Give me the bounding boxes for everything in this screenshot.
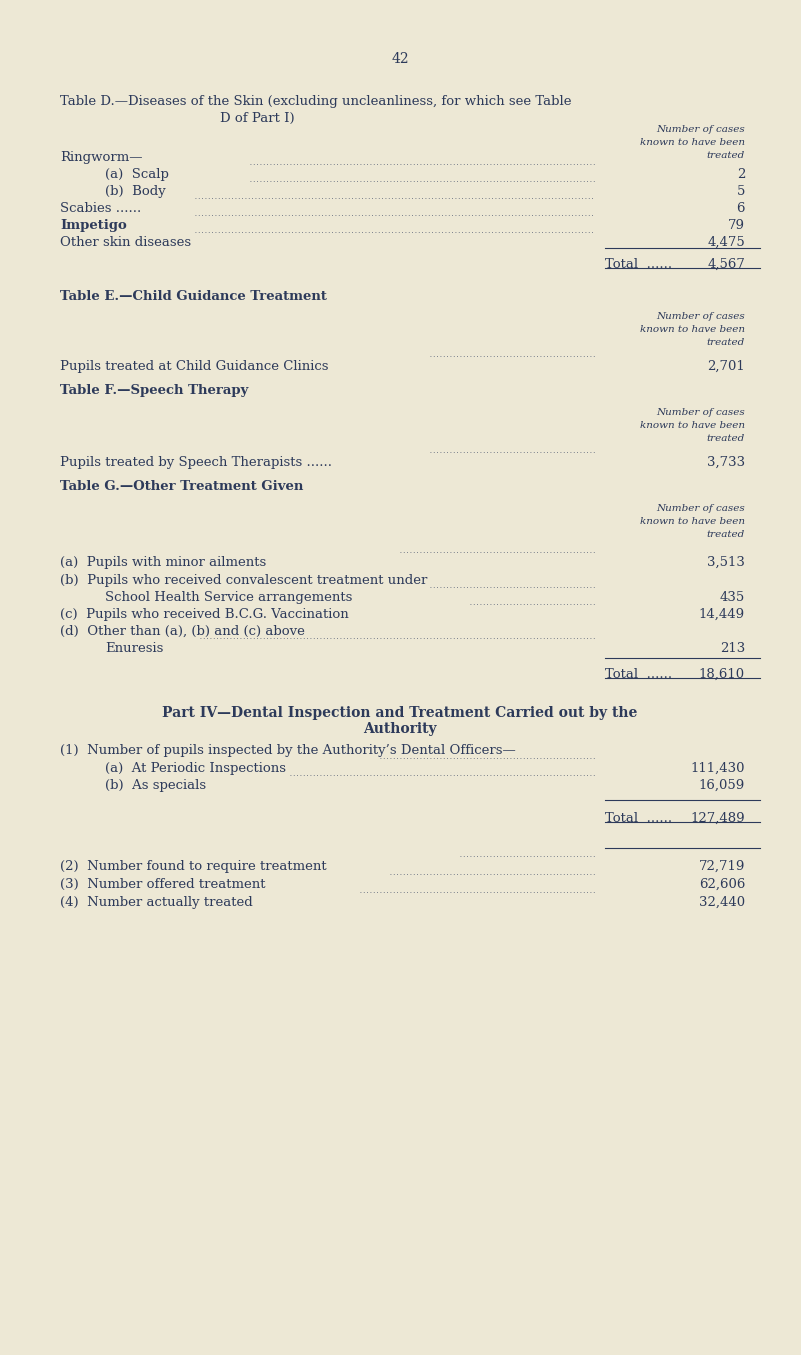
Text: (a)  Pupils with minor ailments: (a) Pupils with minor ailments (60, 556, 266, 569)
Text: known to have been: known to have been (640, 421, 745, 430)
Text: Impetigo: Impetigo (60, 220, 127, 232)
Text: Pupils treated by Speech Therapists ......: Pupils treated by Speech Therapists ....… (60, 457, 332, 469)
Text: (b)  Body: (b) Body (105, 186, 166, 198)
Text: 2: 2 (737, 168, 745, 182)
Text: Total  ......: Total ...... (605, 257, 672, 271)
Text: Enuresis: Enuresis (105, 642, 163, 654)
Text: Table D.—Diseases of the Skin (excluding uncleanliness, for which see Table: Table D.—Diseases of the Skin (excluding… (60, 95, 571, 108)
Text: known to have been: known to have been (640, 325, 745, 333)
Text: Table G.—Other Treatment Given: Table G.—Other Treatment Given (60, 480, 304, 493)
Text: Number of cases: Number of cases (656, 125, 745, 134)
Text: 79: 79 (728, 220, 745, 232)
Text: (d)  Other than (a), (b) and (c) above: (d) Other than (a), (b) and (c) above (60, 625, 305, 638)
Text: 111,430: 111,430 (690, 762, 745, 775)
Text: treated: treated (706, 530, 745, 539)
Text: 16,059: 16,059 (698, 779, 745, 793)
Text: treated: treated (706, 150, 745, 160)
Text: (3)  Number offered treatment: (3) Number offered treatment (60, 878, 265, 892)
Text: 42: 42 (392, 51, 409, 66)
Text: (1)  Number of pupils inspected by the Authority’s Dental Officers—: (1) Number of pupils inspected by the Au… (60, 744, 516, 757)
Text: 32,440: 32,440 (699, 896, 745, 909)
Text: Table F.—Speech Therapy: Table F.—Speech Therapy (60, 383, 248, 397)
Text: D of Part I): D of Part I) (220, 112, 295, 125)
Text: 6: 6 (736, 202, 745, 215)
Text: Number of cases: Number of cases (656, 312, 745, 321)
Text: (b)  As specials: (b) As specials (105, 779, 206, 793)
Text: Number of cases: Number of cases (656, 504, 745, 514)
Text: Authority: Authority (363, 722, 437, 736)
Text: 5: 5 (737, 186, 745, 198)
Text: Ringworm—: Ringworm— (60, 150, 143, 164)
Text: 213: 213 (720, 642, 745, 654)
Text: treated: treated (706, 337, 745, 347)
Text: 3,513: 3,513 (707, 556, 745, 569)
Text: (a)  Scalp: (a) Scalp (105, 168, 169, 182)
Text: Number of cases: Number of cases (656, 408, 745, 417)
Text: (2)  Number found to require treatment: (2) Number found to require treatment (60, 860, 327, 873)
Text: 72,719: 72,719 (698, 860, 745, 873)
Text: (c)  Pupils who received B.C.G. Vaccination: (c) Pupils who received B.C.G. Vaccinati… (60, 608, 348, 621)
Text: Scabies ......: Scabies ...... (60, 202, 141, 215)
Text: 127,489: 127,489 (690, 812, 745, 825)
Text: (a)  At Periodic Inspections: (a) At Periodic Inspections (105, 762, 286, 775)
Text: (4)  Number actually treated: (4) Number actually treated (60, 896, 253, 909)
Text: 62,606: 62,606 (698, 878, 745, 892)
Text: Total  ......: Total ...... (605, 812, 672, 825)
Text: Table E.—Child Guidance Treatment: Table E.—Child Guidance Treatment (60, 290, 327, 304)
Text: Pupils treated at Child Guidance Clinics: Pupils treated at Child Guidance Clinics (60, 360, 328, 373)
Text: 3,733: 3,733 (706, 457, 745, 469)
Text: 4,567: 4,567 (707, 257, 745, 271)
Text: (b)  Pupils who received convalescent treatment under: (b) Pupils who received convalescent tre… (60, 575, 428, 587)
Text: treated: treated (706, 434, 745, 443)
Text: Total  ......: Total ...... (605, 668, 672, 682)
Text: 14,449: 14,449 (699, 608, 745, 621)
Text: 2,701: 2,701 (707, 360, 745, 373)
Text: 18,610: 18,610 (699, 668, 745, 682)
Text: 435: 435 (720, 591, 745, 604)
Text: School Health Service arrangements: School Health Service arrangements (105, 591, 352, 604)
Text: Part IV—Dental Inspection and Treatment Carried out by the: Part IV—Dental Inspection and Treatment … (163, 706, 638, 720)
Text: known to have been: known to have been (640, 518, 745, 526)
Text: Other skin diseases: Other skin diseases (60, 236, 191, 249)
Text: known to have been: known to have been (640, 138, 745, 146)
Text: 4,475: 4,475 (707, 236, 745, 249)
